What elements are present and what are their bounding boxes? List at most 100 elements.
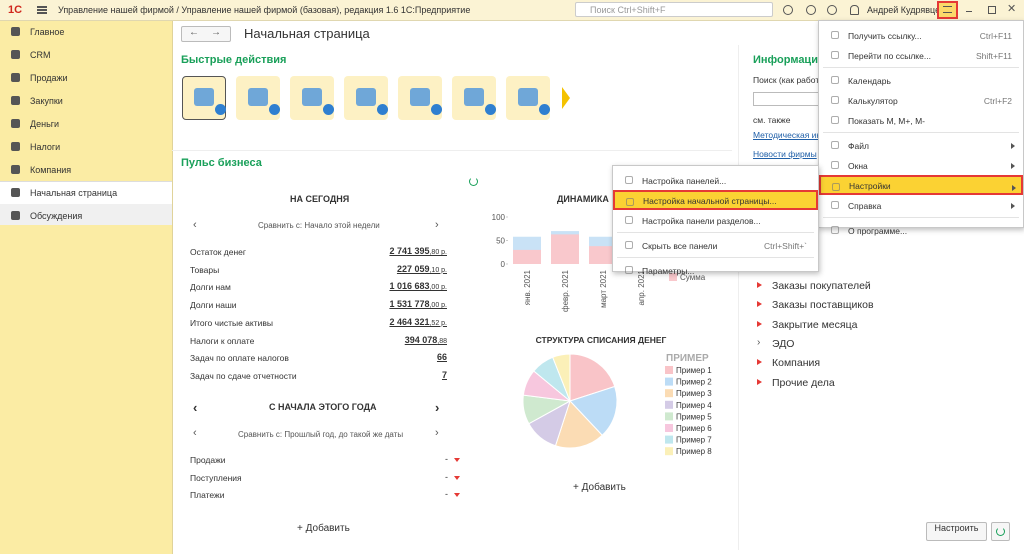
menu-item[interactable]: Настройки (819, 175, 1023, 195)
menu-item-label: Настройки (849, 181, 891, 191)
section-link[interactable]: Налоги (30, 142, 61, 152)
section-link[interactable]: Закупки (30, 96, 63, 106)
prev-arrow[interactable]: ‹ (193, 400, 198, 415)
next-arrow[interactable]: › (435, 219, 439, 231)
x-tick-label: апр. 2021 (637, 269, 646, 305)
indicator-label: Продажи (190, 455, 226, 465)
quick-actions-more[interactable] (562, 87, 570, 109)
menu-item[interactable]: Календарь (820, 70, 1024, 90)
submenu-arrow (1011, 203, 1015, 209)
indicator-amount: 1 016 683 (389, 281, 430, 292)
help-link[interactable]: Новости фирмы (753, 149, 817, 159)
submenu-arrow (1012, 185, 1016, 191)
section-link[interactable]: Деньги (30, 119, 60, 129)
menu-item-label: Калькулятор (848, 96, 898, 106)
menu-item-icon (831, 226, 839, 234)
menu-item[interactable]: О программе... (820, 220, 1024, 240)
search-input[interactable] (753, 92, 823, 106)
legend-swatch (669, 273, 677, 281)
help-link[interactable]: Методическая ин (753, 130, 822, 140)
indicator-label: Остаток денег (190, 247, 247, 257)
next-arrow[interactable]: › (435, 427, 439, 439)
section-link[interactable]: Продажи (30, 73, 68, 83)
prev-arrow[interactable]: ‹ (193, 427, 197, 439)
task-bullet (757, 378, 762, 385)
indicator-fraction: ,00 р. (429, 302, 447, 310)
legend-swatch (665, 377, 673, 386)
bar (513, 249, 541, 264)
menu-item[interactable]: Получить ссылку... Ctrl+F11 (820, 25, 1024, 45)
menu-item-label: Настройка панелей... (642, 176, 727, 186)
menu-item-icon (831, 76, 839, 84)
menu-shortcut: Shift+F11 (976, 51, 1012, 61)
user-icon (850, 5, 859, 15)
section-link[interactable]: Компания (30, 165, 72, 175)
task-bullet (757, 320, 762, 327)
forward-arrow: → (211, 27, 221, 38)
task-link[interactable]: Заказы покупателей (772, 280, 871, 292)
menu-item[interactable]: Скрыть все панели Ctrl+Shift+` (614, 235, 819, 255)
trend-down (454, 475, 460, 480)
task-link[interactable]: ЭДО (772, 337, 795, 350)
add-widget-link[interactable]: + Добавить (573, 482, 626, 493)
menu-item[interactable]: Справка (820, 195, 1024, 215)
menu-item-icon (626, 198, 634, 206)
main-menu-button[interactable] (937, 1, 958, 19)
search-box[interactable]: Поиск Ctrl+Shift+F (575, 2, 773, 17)
submenu-arrow (1011, 143, 1015, 149)
menu-item[interactable]: Показать M, M+, M- (820, 110, 1024, 130)
panel-title: Информаци (753, 54, 818, 66)
search-placeholder: Поиск Ctrl+Shift+F (590, 5, 666, 15)
back-forward[interactable] (181, 26, 231, 42)
indicator-value: 394 078,88 (247, 335, 447, 347)
menu-item-label: О программе... (848, 226, 908, 236)
menu-item-icon (625, 266, 633, 274)
task-link[interactable]: Заказы поставщиков (772, 299, 874, 312)
refresh-icon[interactable] (469, 177, 478, 186)
next-arrow[interactable]: › (435, 400, 440, 415)
menu-item[interactable]: Перейти по ссылке... Shift+F11 (820, 45, 1024, 65)
toolbar-icon[interactable] (783, 5, 793, 15)
menu-item[interactable]: Настройка панелей... (614, 170, 819, 190)
menu-item-icon (832, 183, 840, 191)
menu-item-label: Календарь (848, 76, 891, 86)
maximize-button[interactable] (988, 6, 996, 14)
menu-item[interactable]: Настройка начальной страницы... (613, 190, 818, 210)
indicator-value: 7 (247, 370, 447, 382)
toolbar-icon[interactable] (806, 5, 816, 15)
task-link[interactable]: Компания (772, 357, 821, 370)
prev-arrow[interactable]: ‹ (193, 219, 197, 231)
section-link[interactable]: Главное (30, 27, 65, 37)
indicator-amount: 66 (436, 352, 447, 363)
minimize-button[interactable] (966, 11, 972, 12)
menu-separator (823, 67, 1019, 68)
quick-action-glyph (464, 88, 484, 106)
task-link[interactable]: Закрытие месяца (772, 318, 858, 331)
section-link[interactable]: Обсуждения (30, 211, 83, 221)
indicator-amount: 394 078 (404, 334, 438, 345)
menu-item-label: Окна (848, 161, 868, 171)
menu-icon-mid (37, 9, 47, 11)
indicator-fraction: ,00 р. (429, 284, 447, 292)
configure-button[interactable]: Настроить (926, 522, 987, 541)
add-widget-link[interactable]: + Добавить (297, 523, 350, 534)
menu-item[interactable]: Параметры... (614, 260, 819, 280)
indicator-label: Задач по оплате налогов (190, 353, 289, 364)
section-link[interactable]: CRM (30, 50, 51, 60)
toolbar-icon[interactable] (827, 5, 837, 15)
menu-item[interactable]: Файл (820, 135, 1024, 155)
section-icon (11, 73, 20, 82)
menu-item[interactable]: Калькулятор Ctrl+F2 (820, 90, 1024, 110)
task-link[interactable]: Прочие дела (772, 376, 835, 389)
pie-slice (552, 353, 571, 402)
menu-item-label: Получить ссылку... (848, 31, 922, 41)
section-link[interactable]: Начальная страница (30, 188, 118, 198)
legend-label: Пример 3 (676, 389, 712, 398)
legend-label: Пример 2 (676, 378, 712, 387)
close-x: ✕ (1007, 3, 1017, 15)
menu-item-icon (831, 96, 839, 104)
menu-item[interactable]: Окна (820, 155, 1024, 175)
menu-item[interactable]: Настройка панели разделов... (614, 210, 819, 230)
indicator-label: Налоги к оплате (190, 335, 255, 346)
widget-title: НА СЕГОДНЯ (290, 194, 350, 204)
